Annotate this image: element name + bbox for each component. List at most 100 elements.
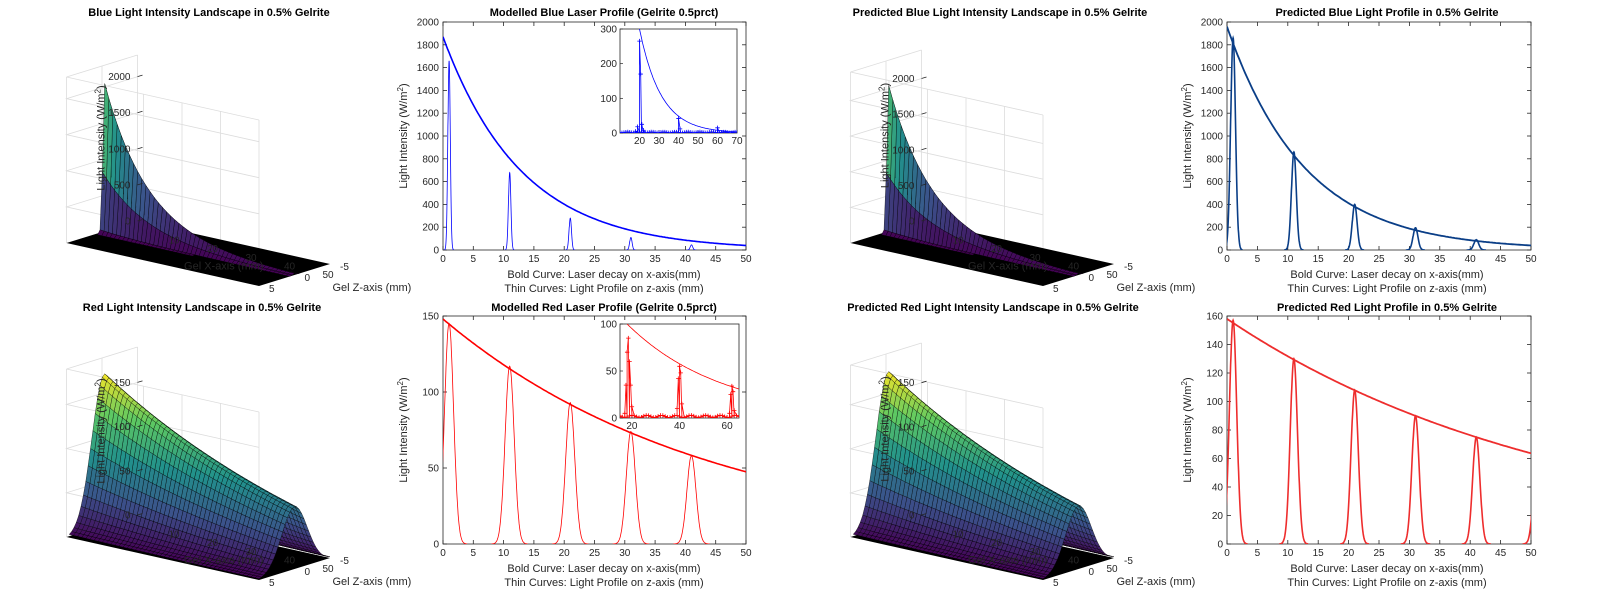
y-axis-label: Gel Z-axis (mm) xyxy=(1117,576,1196,588)
x-tick-label: 40 xyxy=(284,261,296,272)
x-tick-label: 25 xyxy=(589,254,601,265)
inset-data-point xyxy=(639,129,644,133)
z-axis-label: Light Intensity (W/m2) xyxy=(94,378,108,483)
inset-data-point xyxy=(701,413,706,418)
y-tick-label: 1200 xyxy=(417,109,440,120)
y-tick-label: 1000 xyxy=(1201,132,1224,143)
x-tick-label: 50 xyxy=(1106,270,1118,281)
inset-x-tick-label: 20 xyxy=(626,421,638,432)
profile-curve xyxy=(565,217,576,250)
inset-data-point xyxy=(624,414,630,418)
z-tick-mark xyxy=(137,74,143,78)
y-tick-label: 1400 xyxy=(417,86,440,97)
line-plot: 0 5 10 15 20 25 30 35 40 45 50 0 50 100 150 Light Inten… xyxy=(396,312,752,560)
y-tick-label: 0 xyxy=(1217,540,1223,551)
y-axis-label: Gel Z-axis (mm) xyxy=(333,282,412,294)
inset-x-tick-label: 40 xyxy=(674,421,686,432)
inset-data-point xyxy=(676,376,681,381)
x-tick-label: 15 xyxy=(528,548,540,559)
inset-data-point xyxy=(627,359,632,364)
profile-curve xyxy=(626,237,636,250)
y-tick-label: 0 xyxy=(1089,567,1095,578)
x-tick-label: 50 xyxy=(1106,564,1118,575)
line-plot: 0 5 10 15 20 25 30 35 40 45 5002004006008001000120… xyxy=(1180,18,1537,266)
inset-data-point xyxy=(689,413,694,418)
inset-data-point xyxy=(623,382,629,388)
y-tick-label: 800 xyxy=(1206,154,1223,165)
z-grid-line xyxy=(848,78,1044,144)
x-tick-label: 20 xyxy=(991,244,1003,255)
inset-x-tick-label: 50 xyxy=(692,136,704,147)
inset-data-point xyxy=(620,414,625,418)
x-tick-label: 20 xyxy=(207,244,219,255)
x-axis-label: Bold Curve: Laser decay on x-axis(mm) xyxy=(1290,563,1483,575)
inset-data-point xyxy=(691,413,696,418)
inset-chart: 20 40 60 0 50 100 xyxy=(600,320,740,432)
inset-series xyxy=(620,29,737,133)
inset-data-point xyxy=(699,129,705,133)
x-tick-label: 10 xyxy=(168,236,180,247)
line-plot: 0 5 10 15 20 25 30 35 40 45 5002004006008001000120… xyxy=(396,18,752,266)
profile-curve xyxy=(686,244,697,250)
surface-cell xyxy=(881,229,889,236)
y-tick-label: 1400 xyxy=(1201,86,1224,97)
line-plot: 0 5 10 15 20 25 30 35 40 45 50 0 20 40 60 80 100 120 140 16… xyxy=(1180,312,1537,560)
z-tick-mark xyxy=(921,219,927,222)
y-tick-label: 5 xyxy=(1053,284,1059,295)
x-tick-label: 10 xyxy=(1282,548,1294,559)
inset-data-point xyxy=(639,414,644,418)
z-tick-label: 1000 xyxy=(892,145,915,156)
x-axis-label: Gel X-axis (mm) xyxy=(968,261,1047,273)
inset-data-point xyxy=(715,413,720,418)
inset-data-point xyxy=(678,370,683,376)
x-tick-label: 35 xyxy=(1434,548,1446,559)
inset-y-tick-label: 100 xyxy=(600,94,617,105)
y-tick-label: 1800 xyxy=(1201,40,1224,51)
z-tick-mark xyxy=(137,146,143,150)
x-tick-label: 40 xyxy=(680,548,692,559)
series-group xyxy=(443,318,746,544)
surface-cell xyxy=(68,531,77,536)
inset-data-point xyxy=(622,411,627,416)
x-tick-label: 50 xyxy=(322,564,334,575)
inset-data-point xyxy=(635,124,640,129)
z-axis-label: Light Intensity (W/m2) xyxy=(878,376,892,481)
x-tick-label: 0 xyxy=(440,548,446,559)
z-tick-mark xyxy=(137,380,143,383)
profile-curve xyxy=(444,60,454,250)
x-axis-label: Bold Curve: Laser decay on x-axis(mm) xyxy=(507,269,700,281)
panel-red-pred-landscape: Predicted Red Light Intensity Landscape … xyxy=(847,302,1195,589)
y-tick-label: 0 xyxy=(1089,273,1095,284)
x-tick-label: 30 xyxy=(1029,253,1041,264)
x-tick-label: 5 xyxy=(471,254,477,265)
inset-data-point xyxy=(637,38,642,44)
x-tick-label: 45 xyxy=(1495,548,1507,559)
profile-curve xyxy=(504,171,515,250)
x-tick-label: 35 xyxy=(650,254,662,265)
chart-title: Blue Light Intensity Landscape in 0.5% G… xyxy=(88,7,329,19)
x-tick-label: 50 xyxy=(1525,548,1537,559)
x-tick-label: 25 xyxy=(1373,548,1385,559)
inset-data-point xyxy=(634,414,639,418)
inset-data-point xyxy=(730,389,736,394)
inset-data-point xyxy=(727,415,732,418)
y-tick-label: 150 xyxy=(422,312,439,323)
y-tick-label: 40 xyxy=(1212,483,1224,494)
chart-title: Modelled Blue Laser Profile (Gelrite 0.5… xyxy=(490,7,719,19)
inset-data-point xyxy=(736,414,739,418)
x-tick-label: 40 xyxy=(284,555,296,566)
panel-red-profile: Modelled Red Laser Profile (Gelrite 0.5p… xyxy=(396,302,752,589)
inset-data-point xyxy=(624,350,630,355)
inset-data-point xyxy=(663,414,668,418)
surface-mesh xyxy=(97,83,300,277)
y-tick-label: 2000 xyxy=(1201,18,1224,29)
x-tick-label: 25 xyxy=(1373,254,1385,265)
z-tick-mark xyxy=(137,513,143,516)
back-edge xyxy=(850,71,1044,116)
series-group xyxy=(1227,26,1531,250)
inset-data-point xyxy=(728,392,733,397)
y-tick-label: 100 xyxy=(1206,397,1223,408)
y-tick-label: 0 xyxy=(433,540,439,551)
panel-blue-landscape: Blue Light Intensity Landscape in 0.5% G… xyxy=(64,7,412,295)
y-tick-label: 600 xyxy=(1206,177,1223,188)
